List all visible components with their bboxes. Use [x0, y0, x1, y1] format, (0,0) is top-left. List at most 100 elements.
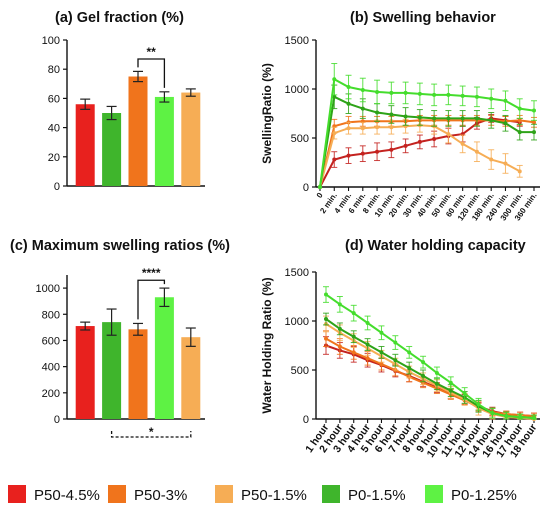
chart-title-b: (b) Swelling behavior [350, 10, 496, 26]
point-b-P0-1.5%-1 [332, 94, 337, 99]
point-b-P0-1.25%-15 [532, 108, 536, 113]
y-tick-label-c-4: 800 [42, 309, 60, 321]
point-b-P0-1.5%-5 [389, 112, 394, 117]
bar-a-P50-1.5% [181, 92, 201, 186]
point-b-P50-4.5%-7 [417, 139, 422, 144]
point-b-P50-4.5%-8 [432, 136, 437, 141]
point-d-P0-1.25%-7 [421, 360, 426, 365]
bar-c-P50-3% [128, 329, 148, 419]
point-d-P0-1.5%-6 [407, 366, 412, 371]
y-tick-label-c-2: 400 [42, 362, 60, 374]
y-tick-label-d-2: 1000 [285, 316, 309, 328]
point-d-P0-1.5%-1 [337, 326, 342, 331]
significance-bracket-a [137, 58, 166, 88]
point-b-P0-1.25%-4 [375, 89, 380, 94]
point-b-P0-1.5%-14 [517, 130, 522, 135]
point-b-P0-1.25%-12 [489, 96, 494, 101]
legend-label-P0-1.5%: P0-1.5% [348, 487, 406, 504]
point-b-P50-1.5%-9 [446, 132, 451, 137]
point-d-P0-1.25%-10 [462, 391, 467, 396]
point-b-P50-4.5%-3 [360, 151, 365, 156]
y-tick-label-d-3: 1500 [285, 267, 309, 279]
point-d-P0-1.25%-1 [337, 302, 342, 307]
point-b-P0-1.25%-10 [460, 93, 465, 98]
y-tick-label-c-0: 0 [54, 414, 60, 426]
x-tick-label-b-0: 0 [315, 191, 325, 200]
point-b-P0-1.5%-12 [489, 118, 494, 123]
legend-label-P50-3%: P50-3% [134, 487, 187, 504]
point-b-P50-1.5%-12 [489, 157, 494, 162]
point-b-P0-1.25%-6 [403, 90, 408, 95]
legend-swatch-P50-4.5% [8, 485, 26, 503]
point-d-P0-1.25%-14 [518, 415, 523, 420]
point-b-P50-1.5%-14 [517, 169, 522, 174]
bar-c-P0-1.5% [102, 322, 122, 419]
bottom-bracket-c [110, 431, 192, 438]
y-tick-label-c-3: 600 [42, 335, 60, 347]
series-line-b-P50-3% [319, 119, 535, 188]
bar-a-P0-1.5% [102, 113, 122, 186]
point-b-P50-4.5%-4 [375, 149, 380, 154]
point-b-P50-3%-14 [517, 118, 522, 123]
series-line-d-P50-3% [325, 337, 535, 418]
point-d-P0-1.25%-6 [407, 350, 412, 355]
point-d-P50-3%-2 [351, 350, 356, 355]
legend-swatch-P50-1.5% [215, 485, 233, 503]
point-b-P0-1.25%-3 [360, 87, 365, 92]
point-b-P50-1.5%-5 [389, 125, 394, 130]
point-d-P0-1.5%-8 [434, 381, 439, 386]
y-tick-label-b-3: 1500 [285, 35, 309, 47]
y-tick-label-a-0: 0 [54, 181, 60, 193]
point-b-P0-1.25%-11 [474, 94, 479, 99]
significance-label-a: ** [147, 45, 157, 59]
point-b-P50-4.5%-2 [346, 153, 351, 158]
legend-label-P0-1.25%: P0-1.25% [451, 487, 517, 504]
series-line-b-P0-1.25% [319, 77, 535, 188]
y-tick-label-a-1: 20 [48, 152, 60, 164]
point-d-P0-1.25%-4 [379, 330, 384, 335]
point-b-P0-1.5%-11 [474, 116, 479, 121]
bottom-bracket-label-c: * [149, 425, 154, 439]
point-b-P50-1.5%-3 [360, 126, 365, 131]
legend-swatch-P50-3% [108, 485, 126, 503]
point-b-P0-1.25%-13 [503, 98, 508, 103]
significance-bracket-c [137, 279, 166, 320]
point-b-P0-1.5%-6 [403, 114, 408, 119]
point-b-P0-1.25%-14 [517, 106, 522, 111]
point-b-P0-1.5%-10 [460, 116, 465, 121]
point-b-P50-1.5%-13 [503, 161, 508, 166]
y-axis-label-d: Water Holding Ratio (%) [260, 277, 274, 413]
point-b-P50-1.5%-2 [346, 126, 351, 131]
point-d-P50-3%-4 [379, 362, 384, 367]
legend-label-P50-4.5%: P50-4.5% [34, 487, 100, 504]
y-tick-label-c-5: 1000 [36, 283, 60, 295]
point-d-P0-1.25%-3 [365, 320, 370, 325]
point-d-P0-1.25%-15 [532, 416, 536, 421]
point-d-P0-1.25%-11 [476, 402, 481, 407]
y-tick-label-d-1: 500 [291, 365, 309, 377]
significance-label-c: **** [142, 266, 161, 280]
point-d-P0-1.5%-9 [448, 388, 453, 393]
point-d-P0-1.5%-2 [351, 334, 356, 339]
y-tick-label-b-2: 1000 [285, 84, 309, 96]
point-d-P0-1.5%-3 [365, 342, 370, 347]
point-b-P0-1.5%-7 [417, 115, 422, 120]
point-b-P0-1.5%-13 [503, 121, 508, 126]
point-d-P0-1.5%-4 [379, 350, 384, 355]
y-tick-label-b-0: 0 [303, 182, 309, 194]
chart-title-c: (c) Maximum swelling ratios (%) [10, 238, 230, 254]
chart-title-a: (a) Gel fraction (%) [55, 10, 184, 26]
point-b-P50-4.5%-1 [332, 157, 337, 162]
bar-a-P0-1.25% [154, 96, 174, 186]
series-line-b-P0-1.5% [319, 95, 534, 188]
y-tick-label-a-4: 80 [48, 64, 60, 76]
point-d-P0-1.25%-5 [393, 340, 398, 345]
y-axis-label-b: SwellingRatio (%) [260, 63, 274, 164]
point-b-P0-1.25%-2 [346, 85, 351, 90]
point-b-P0-1.5%-9 [446, 116, 451, 121]
point-b-P0-1.5%-15 [532, 130, 536, 135]
point-d-P0-1.25%-13 [504, 414, 509, 419]
point-b-P0-1.25%-5 [389, 90, 394, 95]
bar-a-P50-3% [128, 76, 148, 186]
point-d-P0-1.25%-12 [490, 411, 495, 416]
